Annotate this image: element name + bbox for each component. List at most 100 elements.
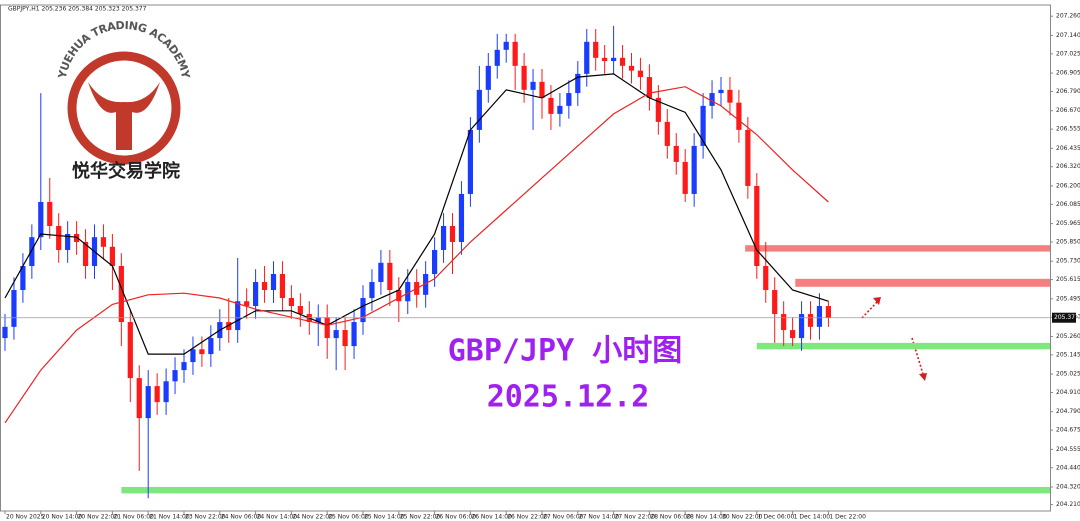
- overlay-date: 2025.12.2: [487, 380, 650, 415]
- candle-body: [74, 233, 80, 242]
- candle-body: [682, 161, 688, 194]
- overlay-title: GBP/JPY 小时图: [448, 334, 683, 369]
- arrow-down-head: [919, 373, 927, 381]
- candle-body: [11, 290, 17, 327]
- header: GBPJPY,H1 205.236 205.384 205.323 205.37…: [8, 6, 147, 13]
- x-tick-label: 20 Nov 2025: [6, 514, 45, 521]
- candle-body: [65, 233, 71, 250]
- candle-body: [602, 57, 608, 62]
- candle-body: [530, 81, 536, 90]
- candle-body: [718, 89, 724, 94]
- candle-body: [261, 282, 268, 291]
- candle-body: [369, 282, 375, 299]
- x-tick-label: 24 Nov 14:00: [257, 514, 298, 521]
- candle-body: [342, 330, 348, 347]
- candle-body: [798, 314, 805, 339]
- candle-body: [29, 237, 35, 267]
- candle-body: [279, 274, 286, 299]
- candle-body: [691, 145, 697, 194]
- candle-body: [458, 193, 465, 242]
- candle-body: [772, 290, 778, 315]
- candle-body: [539, 81, 545, 98]
- candle-body: [208, 338, 214, 355]
- candle-body: [432, 249, 438, 275]
- x-tick-label: 1 Dec 14:00: [794, 514, 831, 521]
- candle-body: [20, 266, 26, 291]
- x-tick-label: 26 Nov 14:00: [471, 514, 512, 521]
- level-zone: [745, 245, 1050, 252]
- y-tick-label: 205.615: [1056, 276, 1080, 283]
- logo-symbol: [88, 82, 160, 150]
- x-tick-label: 21 Nov 14:00: [149, 514, 190, 521]
- candle-body: [611, 57, 617, 62]
- candle-body: [181, 362, 187, 371]
- y-tick-label: 204.555: [1056, 446, 1080, 453]
- x-tick-label: 27 Nov 22:00: [615, 514, 656, 521]
- y-tick-label: 207.025: [1056, 50, 1080, 57]
- candle-body: [396, 290, 402, 302]
- y-tick-label: 204.790: [1056, 408, 1080, 415]
- y-tick-label: 206.085: [1056, 201, 1080, 208]
- x-tick-label: 28 Nov 06:00: [650, 514, 691, 521]
- candle-body: [521, 65, 527, 90]
- candle-body: [378, 262, 384, 283]
- candle-body: [494, 49, 500, 66]
- candle-body: [709, 93, 715, 106]
- candle-body: [82, 241, 89, 267]
- y-tick-label: 204.910: [1056, 389, 1080, 396]
- candle-body: [324, 317, 330, 339]
- x-tick-label: 24 Nov 22:00: [292, 514, 333, 521]
- y-tick-label: 206.905: [1056, 70, 1080, 77]
- candle-body: [619, 57, 626, 66]
- candle-body: [646, 77, 652, 98]
- y-tick-label: 207.260: [1056, 13, 1080, 20]
- y-tick-label: 205.025: [1056, 371, 1080, 378]
- x-tick-label: 26 Nov 22:00: [507, 514, 548, 521]
- candle-body: [136, 378, 142, 419]
- candle-body: [673, 145, 679, 162]
- candle-body: [807, 314, 814, 327]
- y-tick-label: 205.730: [1056, 258, 1080, 265]
- logo-chinese: 悦华交易学院: [72, 160, 180, 182]
- x-tick-label: 27 Nov 14:00: [579, 514, 620, 521]
- x-tick-label: 28 Nov 14:00: [686, 514, 727, 521]
- candle-body: [503, 41, 509, 50]
- y-tick-label: 206.555: [1056, 126, 1080, 133]
- candle-body: [575, 73, 581, 94]
- x-tick-label: 20 Nov 14:00: [42, 514, 83, 521]
- candle-body: [664, 121, 670, 146]
- candle-body: [163, 381, 169, 403]
- candle-body: [700, 105, 706, 146]
- y-tick-label: 207.140: [1056, 32, 1080, 39]
- candle-body: [235, 301, 241, 331]
- candle-body: [360, 298, 366, 323]
- candle-body: [270, 274, 277, 291]
- candle-body: [47, 201, 53, 226]
- x-tick-label: 25 Nov 22:00: [400, 514, 441, 521]
- y-tick-label: 206.320: [1056, 163, 1080, 170]
- candle-body: [56, 225, 62, 250]
- level-zone: [121, 486, 1051, 494]
- candle-body: [485, 65, 491, 90]
- level-zone: [795, 278, 1050, 287]
- y-tick-label: 204.440: [1056, 464, 1080, 471]
- candle-body: [727, 89, 733, 103]
- candle-body: [423, 274, 429, 295]
- plot-frame: [0, 4, 1051, 512]
- candle-body: [449, 225, 456, 242]
- candle-body: [172, 370, 178, 382]
- candle-body: [38, 201, 44, 238]
- x-tick-label: 25 Nov 14:00: [364, 514, 405, 521]
- candle-body: [387, 262, 393, 291]
- y-tick-label: 205.965: [1056, 220, 1080, 227]
- candle-body: [127, 322, 133, 379]
- y-tick-label: 206.670: [1056, 107, 1080, 114]
- y-tick-label: 205.495: [1056, 295, 1080, 302]
- candle-body: [100, 237, 107, 247]
- level-zone: [756, 342, 1050, 350]
- y-tick-label: 204.210: [1056, 501, 1080, 508]
- x-tick-label: 30 Nov 22:00: [722, 514, 763, 521]
- candle-body: [2, 326, 8, 339]
- candle-body: [226, 322, 232, 331]
- candle-body: [781, 314, 787, 331]
